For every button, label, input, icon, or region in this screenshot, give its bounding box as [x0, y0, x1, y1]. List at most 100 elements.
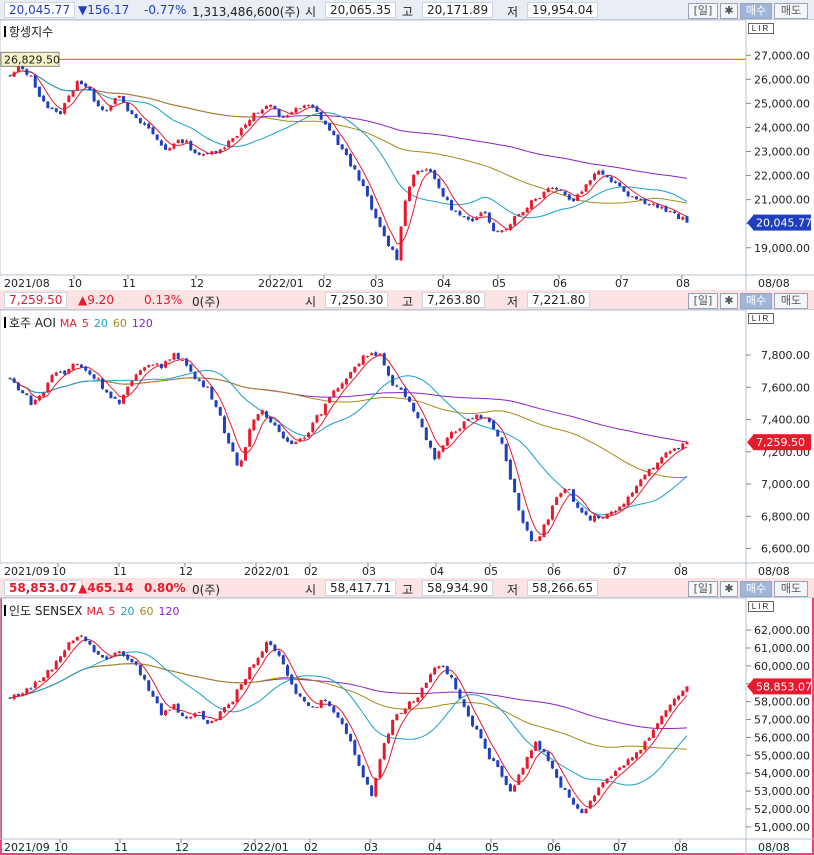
candle-body [365, 776, 369, 785]
open-label: 시 [305, 583, 317, 597]
change-percent: -0.77% [144, 3, 187, 17]
candle-body [635, 486, 639, 494]
scale-mode-icon[interactable]: LIR [748, 313, 774, 324]
open-label: 시 [305, 5, 317, 19]
candle-body [550, 505, 554, 520]
candle-body [618, 182, 622, 186]
candle-body [584, 808, 588, 814]
candle-body [428, 169, 432, 172]
candle-body [214, 151, 218, 153]
candle-body [29, 395, 33, 406]
scale-mode-icon[interactable]: LIR [748, 601, 774, 612]
candle-body [117, 399, 121, 404]
candle-body [517, 214, 521, 217]
candle-body [159, 703, 163, 715]
period-selector[interactable]: [일] [688, 581, 718, 597]
candle-body [374, 778, 378, 797]
high-label: 고 [402, 5, 414, 19]
gear-icon[interactable]: ✱ [720, 293, 738, 309]
x-tick-label: 03 [370, 277, 384, 290]
buy-button[interactable]: 매수 [740, 293, 772, 309]
candle-body [563, 787, 567, 790]
candle-body [210, 386, 214, 400]
candle-body [433, 170, 437, 179]
candle-body [206, 386, 210, 388]
candle-body [374, 352, 378, 356]
candle-body [117, 651, 121, 654]
price-tag-box [753, 214, 811, 231]
candle-body [201, 380, 205, 388]
candle-body [328, 397, 332, 403]
sell-button[interactable]: 매도 [774, 581, 808, 597]
candle-body [260, 109, 264, 114]
candle-body [159, 140, 163, 146]
candle-body [50, 107, 54, 110]
candle-body [475, 217, 479, 221]
candle-body [538, 741, 542, 750]
x-tick-label: 2022/01 [258, 277, 304, 290]
y-tick-label: 19,000.00 [754, 242, 810, 255]
candle-body [222, 416, 226, 434]
candle-body [542, 524, 546, 538]
last-date-label: 08/08 [758, 565, 790, 578]
candle-body [277, 424, 281, 432]
candle-body [555, 497, 559, 505]
title-marker [4, 317, 6, 328]
candle-body [567, 789, 571, 798]
candle-body [395, 385, 399, 387]
candle-body [138, 118, 142, 123]
sell-button[interactable]: 매도 [774, 3, 808, 19]
candle-body [370, 785, 374, 796]
x-tick-label: 11 [114, 841, 128, 854]
x-tick-label: 05 [492, 277, 506, 290]
candle-body [54, 660, 58, 670]
candle-body [8, 697, 12, 699]
candle-body [445, 437, 449, 446]
gear-icon[interactable]: ✱ [720, 581, 738, 597]
y-tick-label: 7,800.00 [761, 349, 810, 362]
current-price: 7,259.50 [4, 292, 68, 308]
candle-body [399, 387, 403, 390]
candle-body [332, 390, 336, 397]
ma-legend-5: 5 [81, 317, 89, 330]
candle-body [349, 733, 353, 742]
candle-body [433, 667, 437, 675]
quote-bar: 20,045.77 ▼156.17 -0.77% 1,313,486,600(주) 시 2… [0, 0, 814, 20]
candle-body [458, 428, 462, 431]
candle-body [639, 479, 643, 487]
x-tick-label: 08 [676, 277, 690, 290]
ma20-line [22, 651, 688, 786]
buy-button[interactable]: 매수 [740, 3, 772, 19]
candle-body [626, 496, 630, 505]
period-selector[interactable]: [일] [688, 293, 718, 309]
candle-body [559, 189, 563, 191]
candle-body [588, 800, 592, 809]
candle-body [239, 684, 243, 690]
candle-body [672, 698, 676, 706]
candle-body [664, 710, 668, 717]
buy-button[interactable]: 매수 [740, 581, 772, 597]
candle-body [8, 378, 12, 380]
candle-body [54, 108, 58, 112]
candle-body [290, 674, 294, 685]
candle-body [12, 72, 16, 77]
candle-body [105, 656, 109, 660]
candle-body [597, 515, 601, 519]
sell-button[interactable]: 매도 [774, 293, 808, 309]
candle-body [29, 75, 33, 77]
candle-body [635, 752, 639, 759]
sensex-panel[interactable]: 58,853.07 ▲465.14 0.80% 0(주) 시 58,417.71 고 58,9… [0, 578, 814, 855]
candle-body [483, 211, 487, 214]
candle-body [483, 417, 487, 419]
candle-body [525, 756, 529, 769]
scale-mode-icon[interactable]: LIR [748, 23, 774, 34]
gear-icon[interactable]: ✱ [720, 3, 738, 19]
candle-body [197, 379, 201, 381]
period-selector[interactable]: [일] [688, 3, 718, 19]
candle-body [298, 693, 302, 697]
x-tick-label: 08 [674, 841, 688, 854]
candle-body [647, 204, 651, 206]
candle-body [58, 111, 62, 114]
candle-body [248, 667, 252, 680]
candle-body [189, 140, 193, 151]
